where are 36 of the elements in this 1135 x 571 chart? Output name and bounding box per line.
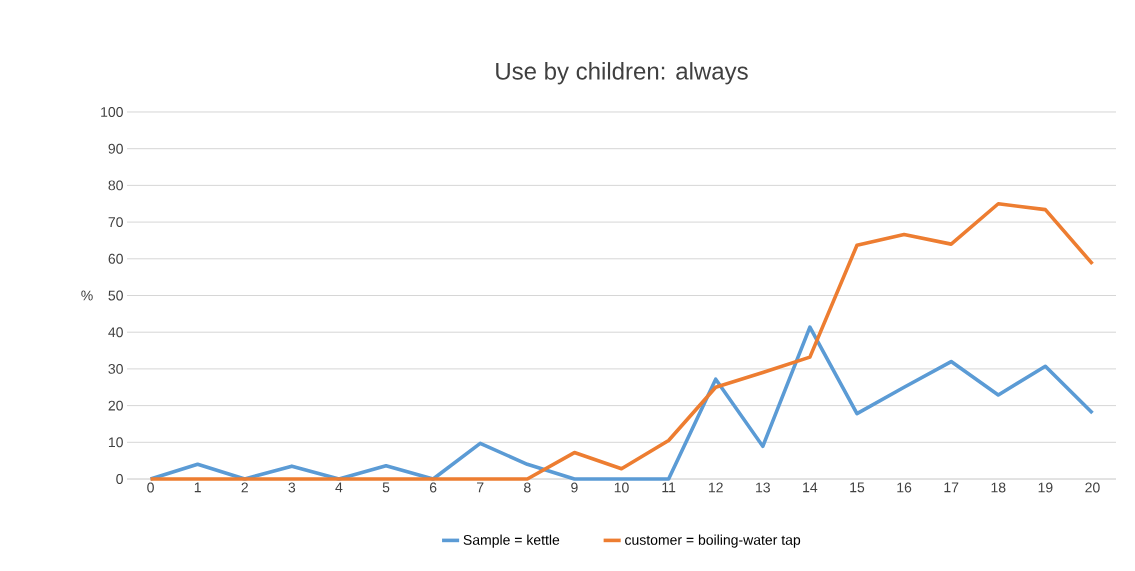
x-tick-label: 7 xyxy=(477,482,484,493)
x-tick-label: 14 xyxy=(803,482,818,493)
y-tick-label: 70 xyxy=(108,217,123,228)
x-tick-label: 20 xyxy=(1085,482,1100,493)
x-tick-label: 13 xyxy=(756,482,770,493)
x-tick-label: 11 xyxy=(662,482,676,493)
x-tick-label: 6 xyxy=(429,482,437,493)
x-tick-label: 1 xyxy=(194,482,201,493)
chart-title: Use by children: always xyxy=(496,62,748,85)
y-tick-label: 40 xyxy=(108,327,123,338)
x-tick-label: 15 xyxy=(850,482,865,493)
y-tick-label: 0 xyxy=(116,474,123,484)
y-axis-title: % xyxy=(81,290,93,301)
x-tick-label: 0 xyxy=(147,482,154,493)
x-tick-label: 8 xyxy=(524,482,531,493)
y-tick-label: 60 xyxy=(108,253,123,264)
x-tick-label: 12 xyxy=(708,482,723,493)
y-tick-label: 30 xyxy=(108,363,123,374)
x-tick-label: 4 xyxy=(335,482,343,493)
y-tick-label: 20 xyxy=(108,400,123,411)
y-tick-label: 80 xyxy=(108,180,123,191)
x-tick-label: 5 xyxy=(382,482,390,493)
x-tick-label: 3 xyxy=(288,482,296,493)
y-tick-label: 10 xyxy=(108,437,123,448)
y-tick-label: 100 xyxy=(101,107,123,117)
x-tick-label: 17 xyxy=(944,482,959,493)
legend-label: Sample = kettle xyxy=(463,534,560,548)
legend-label: customer = boiling-water tap xyxy=(625,534,801,548)
x-tick-label: 2 xyxy=(241,482,248,493)
x-tick-label: 10 xyxy=(614,482,629,493)
x-tick-label: 9 xyxy=(571,482,578,493)
y-tick-label: 50 xyxy=(108,290,123,301)
x-tick-label: 16 xyxy=(897,482,912,493)
x-tick-label: 18 xyxy=(991,482,1006,493)
y-tick-label: 90 xyxy=(108,143,123,154)
x-tick-label: 19 xyxy=(1038,482,1053,493)
